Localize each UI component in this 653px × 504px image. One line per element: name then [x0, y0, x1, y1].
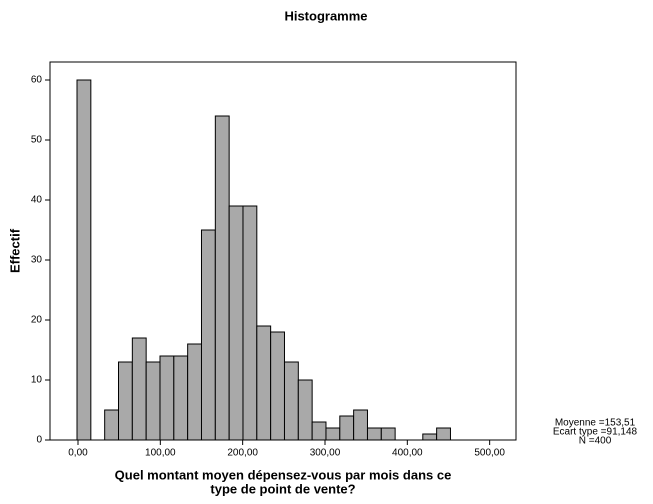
bar — [187, 343, 202, 441]
bar — [436, 427, 451, 441]
bar — [173, 355, 189, 441]
x-tick-label: 500,00 — [474, 448, 505, 459]
bar — [131, 337, 147, 441]
bar — [145, 361, 161, 441]
y-tick-label: 20 — [31, 315, 43, 326]
x-axis-label: Quel montant moyen dépensez-vous par moi… — [115, 467, 452, 482]
bar — [159, 355, 175, 441]
chart-title: Histogramme — [284, 8, 367, 23]
x-tick-label: 300,00 — [310, 448, 341, 459]
y-tick-label: 60 — [31, 75, 43, 86]
x-axis-label: type de point de vente? — [210, 481, 355, 496]
stat-text: N =400 — [579, 436, 612, 447]
bar — [104, 409, 120, 441]
bar — [242, 205, 258, 441]
bar — [270, 331, 285, 441]
bar — [200, 229, 216, 441]
stat-text: Moyenne =153,51 — [555, 418, 636, 429]
y-axis-label: Effectif — [7, 228, 22, 273]
y-tick-label: 0 — [36, 435, 42, 446]
bar — [256, 325, 272, 441]
bar — [76, 79, 92, 441]
y-tick-label: 50 — [31, 135, 43, 146]
y-tick-label: 10 — [31, 375, 43, 386]
x-tick-label: 0,00 — [68, 448, 88, 459]
bar — [339, 415, 355, 441]
stat-text: Ecart type =91,148 — [553, 427, 638, 438]
bar — [228, 205, 244, 441]
bar — [118, 361, 133, 441]
bar — [283, 361, 299, 441]
bar — [353, 409, 368, 441]
x-tick-label: 100,00 — [145, 448, 176, 459]
bar — [380, 427, 396, 441]
bar — [214, 115, 230, 441]
bar — [297, 379, 313, 441]
bar — [422, 433, 438, 441]
bar — [325, 427, 341, 441]
bar — [366, 427, 382, 441]
bar — [311, 421, 327, 441]
x-tick-label: 400,00 — [392, 448, 423, 459]
x-tick-label: 200,00 — [227, 448, 258, 459]
y-tick-label: 40 — [31, 195, 43, 206]
y-tick-label: 30 — [31, 255, 43, 266]
